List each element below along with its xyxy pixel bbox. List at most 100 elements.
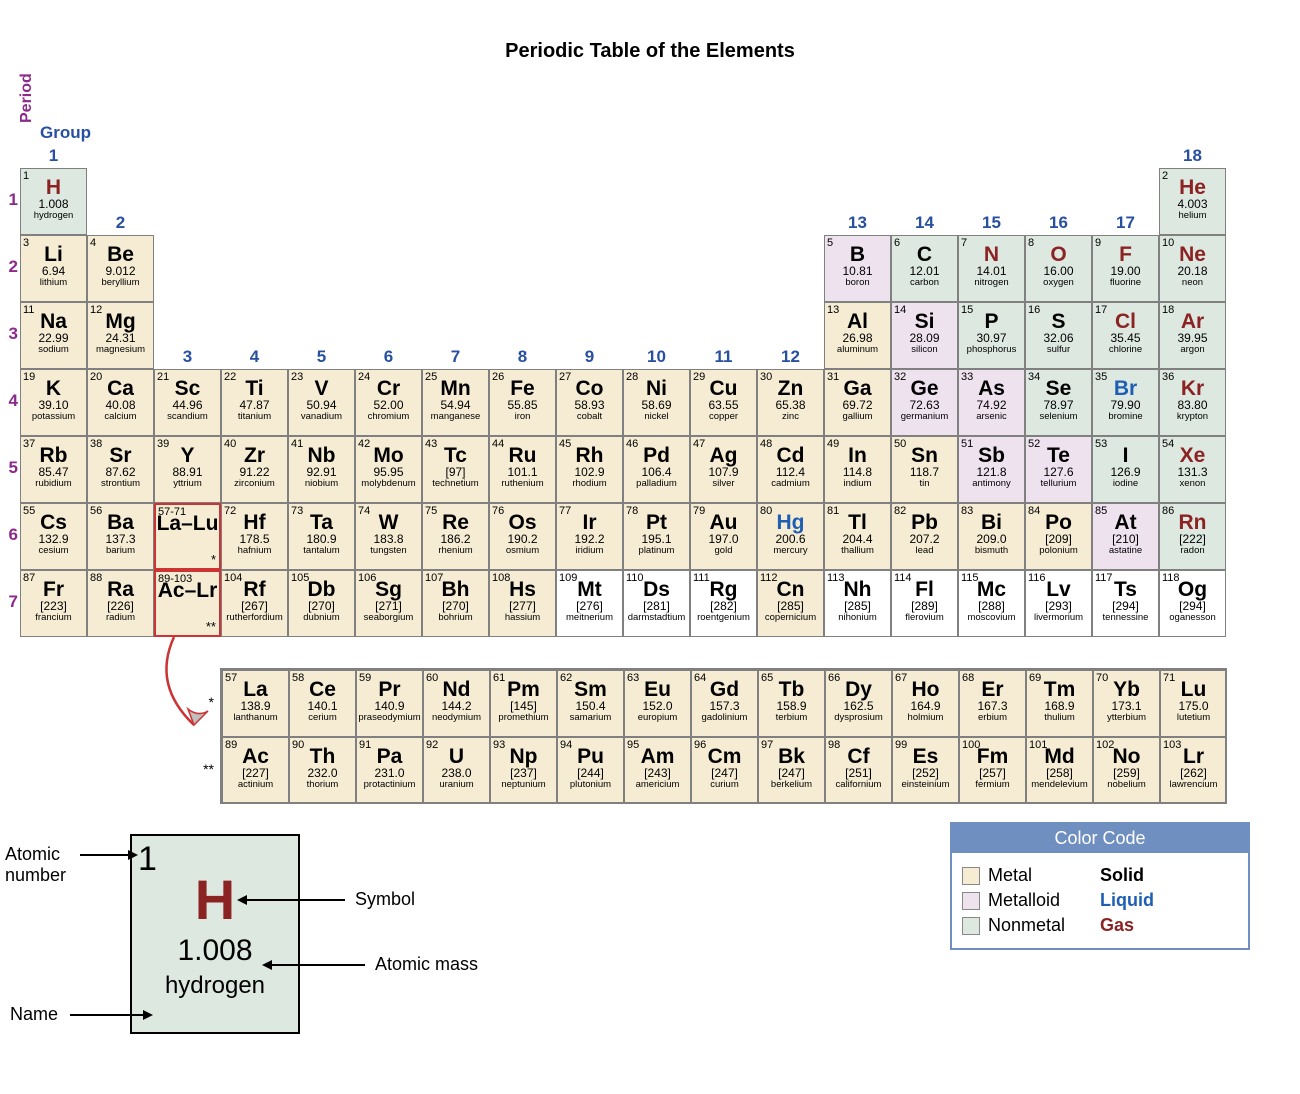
atomic-number: 86 (1162, 505, 1174, 517)
element-name: aluminum (825, 345, 890, 355)
element-name: chromium (356, 412, 421, 422)
element-name: arsenic (959, 412, 1024, 422)
element-symbol: Be (88, 244, 153, 265)
element-name: nihonium (825, 613, 890, 623)
element-name: roentgenium (691, 613, 756, 623)
element-cell: 26Fe55.85iron (489, 369, 556, 436)
element-cell: 48Cd112.4cadmium (757, 436, 824, 503)
element-cell: 104Rf[267]rutherfordium (221, 570, 288, 637)
element-name: iridium (557, 546, 622, 556)
periodic-table: Period Group 123456789101112131415161718… (0, 68, 1300, 814)
element-name: boron (825, 278, 890, 288)
element-cell: 79Au197.0gold (690, 503, 757, 570)
element-name: rubidium (21, 479, 86, 489)
element-name: nickel (624, 412, 689, 422)
element-name: indium (825, 479, 890, 489)
atomic-number: 78 (626, 505, 638, 517)
atomic-number: 28 (626, 371, 638, 383)
atomic-number: 5 (827, 237, 833, 249)
atomic-number: 44 (492, 438, 504, 450)
atomic-number: 111 (693, 572, 710, 584)
series-marker: * (211, 552, 216, 567)
group-number: 13 (824, 213, 891, 233)
element-cell: 10Ne20.18neon (1159, 235, 1226, 302)
legend-category-row: Metal (962, 865, 1100, 886)
element-cell: 82Pb207.2lead (891, 503, 958, 570)
element-cell: 27Co58.93cobalt (556, 369, 623, 436)
atomic-number: 8 (1028, 237, 1034, 249)
atomic-number: 56 (90, 505, 102, 517)
element-name: beryllium (88, 278, 153, 288)
legend-category-row: Nonmetal (962, 915, 1100, 936)
element-name: potassium (21, 412, 86, 422)
element-name: gold (691, 546, 756, 556)
element-cell: 17Cl35.45chlorine (1092, 302, 1159, 369)
element-cell: 116Lv[293]livermorium (1025, 570, 1092, 637)
element-name: bismuth (959, 546, 1024, 556)
element-name: osmium (490, 546, 555, 556)
element-symbol: N (959, 244, 1024, 265)
element-cell: 15P30.97phosphorus (958, 302, 1025, 369)
element-cell: 19K39.10potassium (20, 369, 87, 436)
group-number: 7 (422, 347, 489, 367)
element-cell: 33As74.92arsenic (958, 369, 1025, 436)
atomic-number: 35 (1095, 371, 1107, 383)
legend-mass: 1.008 (132, 934, 298, 968)
element-cell: 88Ra[226]radium (87, 570, 154, 637)
atomic-number: 18 (1162, 304, 1174, 316)
element-cell: 115Mc[288]moscovium (958, 570, 1025, 637)
element-cell: 75Re186.2rhenium (422, 503, 489, 570)
element-name: selenium (1026, 412, 1091, 422)
element-symbol: He (1160, 177, 1225, 198)
element-symbol: O (1026, 244, 1091, 265)
element-cell: 107Bh[270]bohrium (422, 570, 489, 637)
legend-state-row: Gas (1100, 915, 1238, 936)
element-name: vanadium (289, 412, 354, 422)
element-symbol: F (1093, 244, 1158, 265)
element-cell: 78Pt195.1platinum (623, 503, 690, 570)
atomic-number: 76 (492, 505, 504, 517)
element-cell: 110Ds[281]darmstadtium (623, 570, 690, 637)
element-cell: 86Rn[222]radon (1159, 503, 1226, 570)
group-number: 8 (489, 347, 556, 367)
atomic-number: 82 (894, 505, 906, 517)
atomic-number: 42 (358, 438, 370, 450)
element-cell: 84Po[209]polonium (1025, 503, 1092, 570)
element-cell: 112Cn[285]copernicium (757, 570, 824, 637)
atomic-number: 11 (23, 304, 34, 316)
element-name: manganese (423, 412, 488, 422)
atomic-number: 112 (760, 572, 778, 584)
series-marker: ** (206, 619, 216, 634)
element-cell: 77Ir192.2iridium (556, 503, 623, 570)
atomic-number: 23 (291, 371, 303, 383)
legend-label-mass: Atomic mass (375, 954, 478, 975)
atomic-number: 83 (961, 505, 973, 517)
element-cell: 49In114.8indium (824, 436, 891, 503)
group-number: 1 (20, 146, 87, 166)
atomic-number: 118 (1162, 572, 1180, 584)
element-name: moscovium (959, 613, 1024, 623)
atomic-number: 107 (425, 572, 443, 584)
atomic-number: 47 (693, 438, 705, 450)
period-number: 2 (2, 257, 18, 277)
element-name: iron (490, 412, 555, 422)
atomic-number: 16 (1028, 304, 1040, 316)
element-cell: 8O16.00oxygen (1025, 235, 1092, 302)
element-name: astatine (1093, 546, 1158, 556)
atomic-number: 14 (894, 304, 906, 316)
curved-arrow-icon (144, 635, 224, 745)
atomic-number: 77 (559, 505, 571, 517)
atomic-number: 7 (961, 237, 967, 249)
legend-region: 1 H 1.008 hydrogen Atomicnumber Symbol A… (0, 814, 1300, 1094)
element-name: cobalt (557, 412, 622, 422)
element-symbol: C (892, 244, 957, 265)
color-code-legend: Color Code MetalMetalloidNonmetal SolidL… (950, 822, 1250, 950)
element-name: hafnium (222, 546, 287, 556)
element-cell: 34Se78.97selenium (1025, 369, 1092, 436)
element-cell: 56Ba137.3barium (87, 503, 154, 570)
page-title: Periodic Table of the Elements (0, 40, 1300, 63)
element-cell: 1H1.008hydrogen (20, 168, 87, 235)
atomic-number: 3 (23, 237, 29, 249)
element-name: yttrium (155, 479, 220, 489)
element-name: palladium (624, 479, 689, 489)
